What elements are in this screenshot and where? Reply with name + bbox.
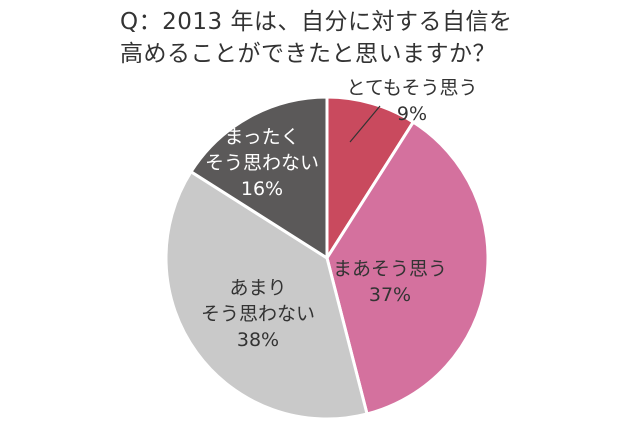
slice-label: まったく そう思わない 16% bbox=[205, 124, 319, 202]
slice-label: とてもそう思う 9% bbox=[346, 75, 477, 127]
category-label: とてもそう思う bbox=[346, 77, 478, 99]
value-label: 37% bbox=[368, 284, 412, 306]
slice-label: あまり そう思わない 38% bbox=[201, 275, 315, 353]
pie-slice bbox=[188, 95, 329, 261]
value-label: 38% bbox=[236, 329, 280, 351]
pie-slice bbox=[325, 119, 490, 416]
chart-title: Q：2013 年は、自分に対する自信を 高めることができたと思いますか？ bbox=[120, 9, 513, 67]
category-label: まったく そう思わない bbox=[204, 126, 320, 174]
leader-line bbox=[349, 105, 381, 143]
pie-slice bbox=[164, 169, 369, 421]
pie-slice bbox=[325, 95, 416, 264]
slice-label: まあそう思う 37% bbox=[333, 256, 447, 308]
value-label: 9% bbox=[396, 103, 428, 125]
value-label: 16% bbox=[240, 178, 284, 200]
category-label: まあそう思う bbox=[332, 258, 448, 280]
category-label: あまり そう思わない bbox=[200, 277, 316, 325]
